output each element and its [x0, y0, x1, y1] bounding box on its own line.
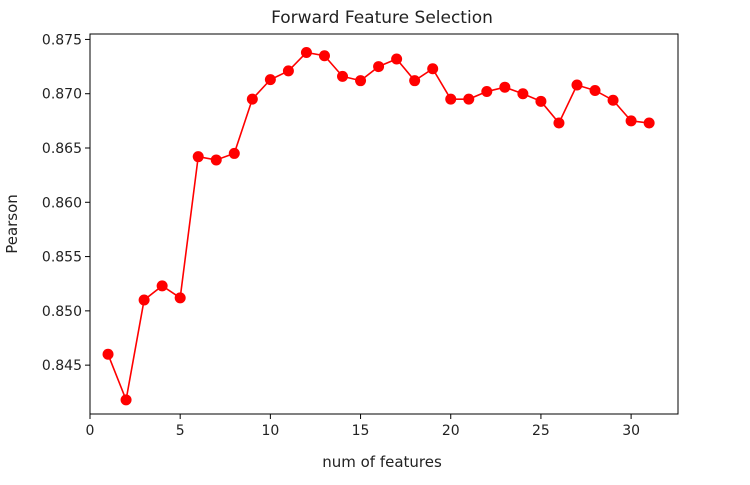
data-point — [102, 348, 114, 360]
data-point — [355, 75, 367, 87]
data-point — [300, 46, 312, 58]
data-point — [337, 70, 349, 82]
data-point — [625, 115, 637, 127]
data-point — [499, 81, 511, 93]
data-point — [571, 79, 583, 91]
x-tick-label: 30 — [622, 423, 640, 439]
chart-title: Forward Feature Selection — [271, 8, 493, 28]
y-tick-label: 0.845 — [42, 358, 82, 374]
data-point — [481, 86, 493, 98]
data-point — [373, 61, 385, 73]
data-point — [643, 117, 655, 129]
x-tick-label: 15 — [352, 423, 370, 439]
x-tick-label: 25 — [532, 423, 550, 439]
plot-area — [102, 46, 655, 406]
data-point — [156, 280, 168, 292]
data-point — [589, 84, 601, 96]
axes-frame — [89, 33, 679, 415]
x-tick-label: 5 — [176, 423, 185, 439]
data-point — [282, 65, 294, 77]
x-tick-label: 20 — [442, 423, 460, 439]
y-axis: 0.845 0.850 0.855 0.860 0.865 0.870 0.875 — [42, 32, 90, 374]
data-point — [192, 151, 204, 163]
data-point — [517, 88, 529, 100]
data-point — [607, 94, 619, 106]
series-line — [107, 51, 650, 403]
y-tick-label: 0.860 — [42, 195, 82, 211]
data-point — [120, 394, 132, 406]
y-tick-label: 0.855 — [42, 250, 82, 266]
data-point — [138, 294, 150, 306]
data-point — [210, 154, 222, 166]
y-tick-label: 0.850 — [42, 304, 82, 320]
data-point — [445, 93, 457, 105]
data-point — [391, 53, 403, 65]
y-tick-label: 0.875 — [42, 32, 82, 48]
data-point — [174, 292, 186, 304]
data-point — [553, 117, 565, 129]
x-tick-label: 0 — [86, 423, 95, 439]
x-axis-label: num of features — [322, 453, 442, 471]
data-point — [409, 75, 421, 87]
y-tick-label: 0.865 — [42, 141, 82, 157]
y-tick-label: 0.870 — [42, 87, 82, 103]
y-axis-label: Pearson — [3, 194, 21, 254]
data-point — [246, 93, 258, 105]
data-point — [264, 74, 276, 86]
data-point — [228, 147, 240, 159]
data-point — [535, 95, 547, 107]
x-tick-label: 10 — [261, 423, 279, 439]
data-point — [427, 63, 439, 75]
x-axis: 0 5 10 15 20 25 30 — [86, 414, 640, 439]
data-point — [463, 93, 475, 105]
data-point — [318, 50, 330, 62]
